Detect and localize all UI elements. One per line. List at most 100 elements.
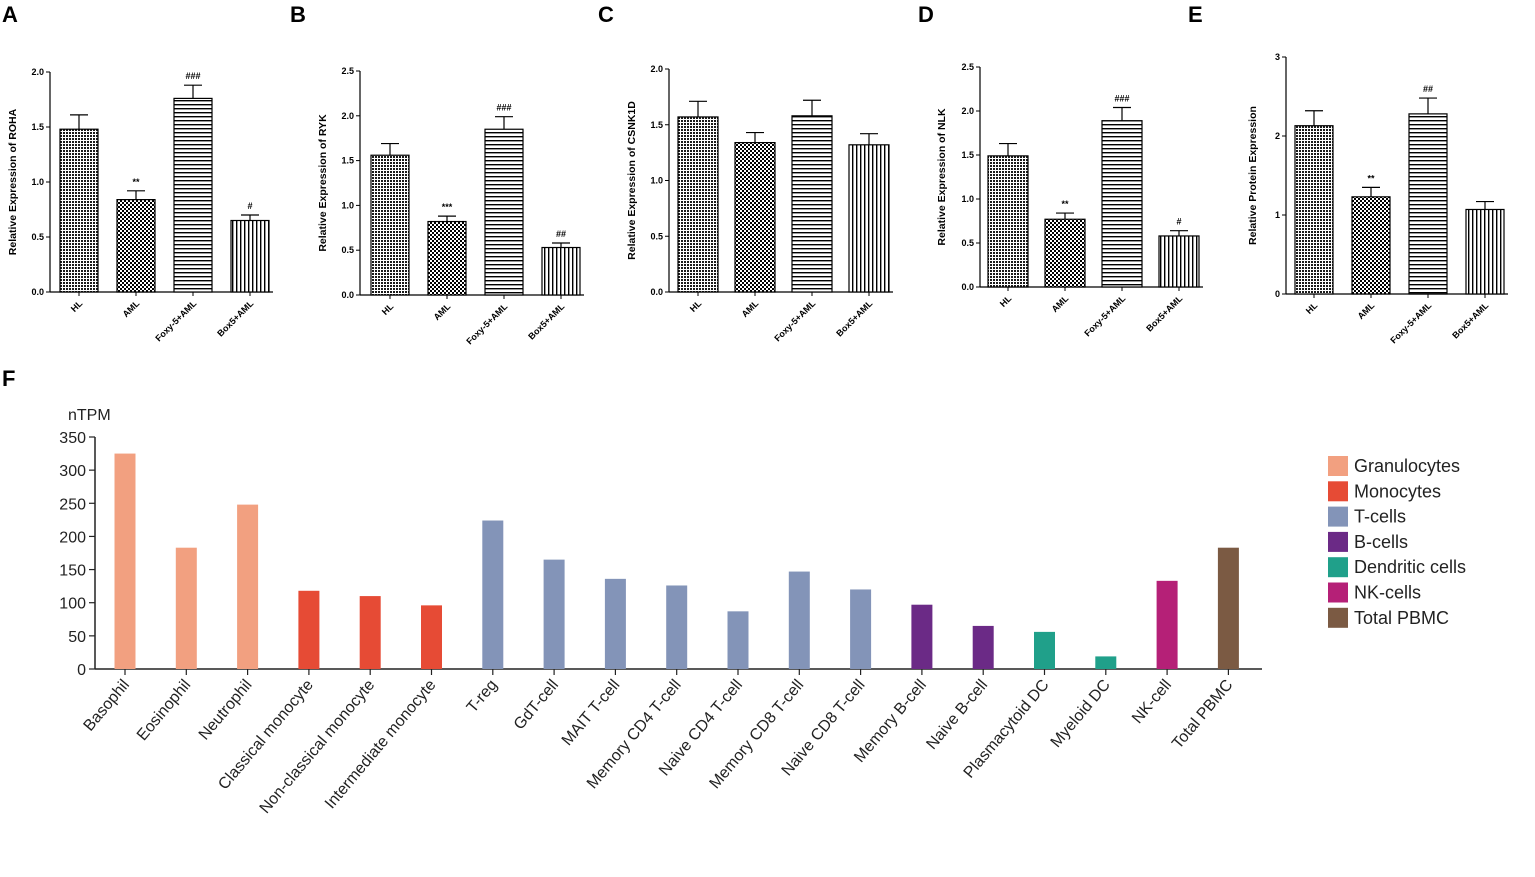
bar — [1294, 125, 1334, 295]
legend-item: Granulocytes — [1328, 456, 1460, 476]
panel-d: D 0.0 0.5 1.0 1.5 2.0 2.5 Relative Expression o… — [918, 2, 1203, 338]
legend-label: NK-cells — [1354, 583, 1421, 603]
significance-label: ** — [132, 177, 140, 187]
panel-a: A 0.0 0.5 1.0 1.5 2.0 Relative Expression of R… — [2, 2, 273, 343]
bar — [359, 596, 381, 669]
x-tick-label: Intermediate monocyte — [322, 677, 440, 813]
small-panels: A 0.0 0.5 1.0 1.5 2.0 Relative Expression of R… — [2, 2, 1508, 346]
x-tick-label: HL — [380, 301, 396, 317]
bar — [848, 144, 890, 293]
y-tick-label: 0.0 — [341, 290, 354, 300]
bar — [543, 559, 565, 669]
panel-letter: C — [598, 2, 614, 27]
bar — [1095, 656, 1117, 669]
significance-label: # — [247, 201, 252, 211]
bar — [850, 589, 872, 669]
y-tick-label: 2.5 — [341, 66, 354, 76]
x-tick-label: Non-classical monocyte — [257, 677, 379, 817]
legend-label: B-cells — [1354, 532, 1408, 552]
y-unit-label: nTPM — [68, 407, 111, 424]
panel-letter: F — [2, 366, 15, 391]
bar — [666, 585, 688, 669]
bar — [677, 116, 719, 293]
panel-c: C 0.0 0.5 1.0 1.5 2.0 Relative Expression of C… — [598, 2, 893, 343]
legend-swatch — [1328, 607, 1348, 628]
panel-e: E 0 1 2 3 Relative Protein Expression HL ** AML #… — [1188, 2, 1508, 345]
x-tick-label: Myeloid DC — [1048, 677, 1114, 751]
panel-letter: A — [2, 2, 18, 27]
legend-label: Monocytes — [1354, 481, 1441, 501]
bar — [237, 504, 259, 669]
y-tick-label: 50 — [68, 629, 86, 646]
bar — [173, 97, 213, 293]
x-tick-label: Total PBMC — [1169, 677, 1236, 753]
y-tick-label: 2.0 — [31, 67, 44, 77]
y-tick-label: 300 — [59, 463, 86, 480]
y-tick-label: 1.0 — [341, 200, 354, 210]
x-tick-label: MAIT T-cell — [559, 677, 624, 749]
y-tick-label: 0.0 — [961, 282, 974, 292]
y-tick-label: 0.0 — [31, 287, 44, 297]
legend-item: Dendritic cells — [1328, 557, 1466, 578]
legend-swatch — [1328, 506, 1348, 527]
legend-swatch — [1328, 481, 1348, 502]
x-tick-label: Box5+AML — [526, 301, 566, 341]
x-tick-label: Foxy-5+AML — [464, 301, 509, 346]
bar — [1465, 208, 1505, 295]
bar — [1408, 113, 1448, 295]
y-tick-label: 3 — [1275, 52, 1280, 62]
legend-label: Dendritic cells — [1354, 557, 1466, 577]
bar — [987, 155, 1029, 288]
bar — [1158, 235, 1200, 288]
y-tick-label: 2.5 — [961, 62, 974, 72]
bar — [484, 128, 524, 296]
y-tick-label: 1 — [1275, 210, 1280, 220]
legend-item: Monocytes — [1328, 481, 1441, 502]
x-tick-label: Foxy-5+AML — [153, 298, 198, 343]
bar — [541, 246, 581, 296]
y-axis-label: Relative Expression of CSNK1D — [626, 101, 638, 260]
y-tick-label: 1.5 — [650, 120, 663, 130]
panel-letter: E — [1188, 2, 1203, 27]
y-axis-label: Relative Expression of NLK — [936, 108, 948, 246]
y-tick-label: 0.5 — [961, 238, 974, 248]
y-tick-label: 0.0 — [650, 287, 663, 297]
x-tick-label: AML — [1356, 300, 1377, 321]
legend-item: T-cells — [1328, 507, 1406, 527]
y-tick-label: 1.0 — [961, 194, 974, 204]
bar — [1101, 120, 1143, 288]
x-tick-label: AML — [432, 301, 453, 322]
legend-item: Total PBMC — [1328, 607, 1449, 628]
bar — [734, 141, 776, 293]
bar — [1351, 196, 1391, 295]
legend-item: B-cells — [1328, 531, 1408, 552]
legend-label: T-cells — [1354, 507, 1406, 527]
bar — [370, 154, 410, 296]
x-tick-label: AML — [1050, 293, 1071, 314]
panel-letter: B — [290, 2, 306, 27]
significance-label: # — [1176, 217, 1181, 227]
y-tick-label: 0.5 — [650, 231, 663, 241]
y-tick-label: 150 — [59, 563, 86, 580]
significance-label: ** — [1061, 199, 1069, 209]
y-tick-label: 2.0 — [341, 111, 354, 121]
y-tick-label: 1.5 — [31, 122, 44, 132]
y-tick-label: 1.0 — [650, 176, 663, 186]
legend-item: NK-cells — [1328, 582, 1421, 603]
bar — [421, 605, 442, 669]
y-axis-label: Relative Expression of ROHA — [7, 108, 19, 255]
y-tick-label: 250 — [59, 496, 86, 513]
x-tick-label: HL — [998, 293, 1014, 309]
x-tick-label: Eosinophil — [134, 677, 194, 744]
x-tick-label: Box5+AML — [1450, 300, 1490, 340]
bar — [1044, 218, 1086, 288]
significance-label: ## — [556, 229, 566, 239]
y-tick-label: 1.0 — [31, 177, 44, 187]
x-tick-label: AML — [121, 298, 142, 319]
y-tick-label: 0 — [1275, 289, 1280, 299]
significance-label: ### — [185, 71, 200, 81]
y-tick-label: 0.5 — [341, 245, 354, 255]
y-tick-label: 200 — [59, 529, 86, 546]
legend-label: Granulocytes — [1354, 456, 1460, 476]
